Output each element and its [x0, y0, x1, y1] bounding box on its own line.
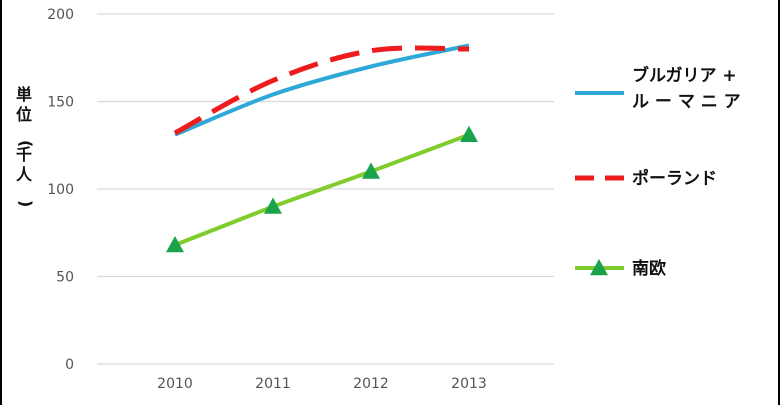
legend-item: ポーランド — [575, 168, 717, 189]
series-line-poland — [173, 45, 470, 136]
y-tick-label: 0 — [65, 357, 74, 373]
legend-label: ル ー マ ニ ア — [632, 92, 741, 112]
series-line-southern-europe — [174, 132, 470, 247]
legend-label: ブルガリア + — [632, 65, 737, 86]
x-tick-label: 2013 — [451, 376, 487, 392]
legend-item: ブルガリア + ル ー マ ニ ア — [575, 65, 741, 112]
legend-marker — [590, 259, 608, 276]
legend-item: 南欧 — [575, 258, 666, 279]
y-axis-label: 単位(千人) — [16, 85, 35, 207]
x-tick-label: 2011 — [255, 376, 291, 392]
y-tick-label: 50 — [56, 270, 74, 286]
data-point-marker — [362, 162, 380, 179]
y-tick-labels: 0 50 100 150 200 — [47, 7, 74, 373]
data-point-marker — [166, 236, 184, 253]
y-tick-label: 200 — [47, 7, 74, 23]
y-axis-label-text: 単位(千人) — [16, 85, 35, 207]
x-tick-label: 2010 — [157, 376, 193, 392]
y-tick-label: 150 — [47, 95, 74, 111]
legend-label: ポーランド — [632, 168, 717, 189]
data-point-marker — [264, 197, 282, 214]
x-tick-label: 2012 — [353, 376, 389, 392]
series-line-bulgaria-romania — [174, 43, 470, 137]
x-tick-labels: 2010 2011 2012 2013 — [157, 376, 487, 392]
legend-label: 南欧 — [632, 258, 666, 279]
series-lines — [166, 43, 478, 253]
data-point-marker — [460, 125, 478, 142]
y-tick-label: 100 — [47, 182, 74, 198]
